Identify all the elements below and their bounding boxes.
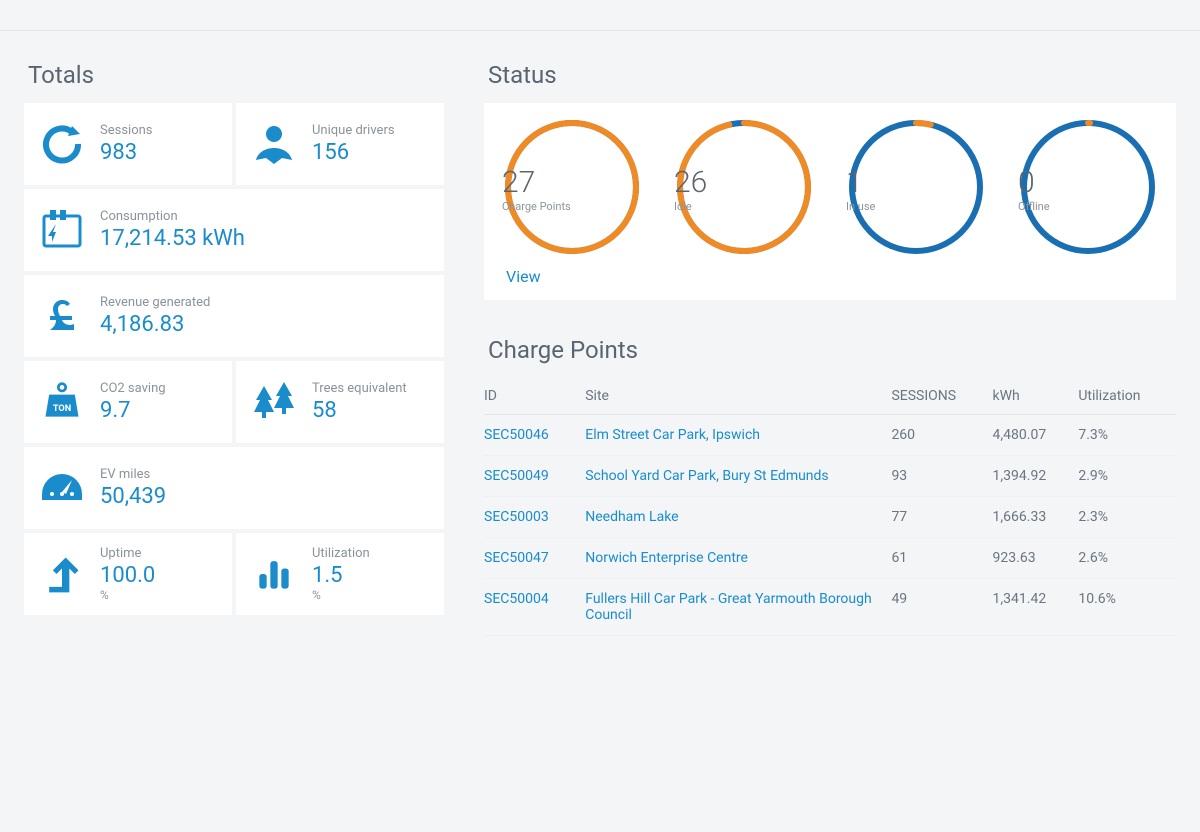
- utilization-card: Utilization 1.5 %: [236, 533, 444, 615]
- status-ring-value: 1: [846, 165, 986, 200]
- totals-grid: Sessions 983 Unique drivers 156 Cons: [24, 103, 444, 615]
- charge-point-sessions: 260: [891, 415, 992, 456]
- charge-point-sessions: 61: [891, 538, 992, 579]
- co2-card: TON CO2 saving 9.7: [24, 361, 232, 443]
- status-rings: 27 Charge Points 26 Idle 1 In use: [502, 117, 1158, 257]
- charge-point-sessions: 93: [891, 456, 992, 497]
- charge-point-kwh: 923.63: [993, 538, 1079, 579]
- table-column-header[interactable]: kWh: [993, 378, 1079, 415]
- uptime-card: Uptime 100.0 %: [24, 533, 232, 615]
- table-row: SEC50049 School Yard Car Park, Bury St E…: [484, 456, 1176, 497]
- table-row: SEC50004 Fullers Hill Car Park - Great Y…: [484, 579, 1176, 636]
- status-ring[interactable]: 1 In use: [846, 117, 986, 257]
- charge-point-util: 2.9%: [1078, 456, 1176, 497]
- uptime-value: 100.0: [100, 563, 155, 588]
- status-ring-value: 27: [502, 165, 642, 200]
- charge-point-kwh: 1,394.92: [993, 456, 1079, 497]
- charger-icon: [38, 206, 86, 254]
- trees-label: Trees equivalent: [312, 381, 407, 396]
- charge-point-id[interactable]: SEC50003: [484, 497, 585, 538]
- charge-point-site[interactable]: Elm Street Car Park, Ipswich: [585, 415, 891, 456]
- gauge-icon: [38, 464, 86, 512]
- status-ring[interactable]: 27 Charge Points: [502, 117, 642, 257]
- pound-icon: [38, 292, 86, 340]
- charge-points-table: IDSiteSESSIONSkWhUtilization SEC50046 El…: [484, 378, 1176, 636]
- charge-point-util: 7.3%: [1078, 415, 1176, 456]
- revenue-label: Revenue generated: [100, 295, 210, 310]
- table-column-header[interactable]: ID: [484, 378, 585, 415]
- co2-value: 9.7: [100, 398, 166, 423]
- revenue-value: 4,186.83: [100, 312, 210, 337]
- charge-point-util: 2.3%: [1078, 497, 1176, 538]
- charge-point-id[interactable]: SEC50049: [484, 456, 585, 497]
- utilization-label: Utilization: [312, 546, 370, 561]
- revenue-card: Revenue generated 4,186.83: [24, 275, 444, 357]
- driver-icon: [250, 120, 298, 168]
- status-ring-label: Idle: [674, 200, 814, 213]
- charge-point-id[interactable]: SEC50047: [484, 538, 585, 579]
- table-row: SEC50046 Elm Street Car Park, Ipswich 26…: [484, 415, 1176, 456]
- utilization-value: 1.5: [312, 563, 370, 588]
- ev-miles-label: EV miles: [100, 467, 166, 482]
- status-ring-label: In use: [846, 200, 986, 213]
- bar-chart-icon: [250, 550, 298, 598]
- weight-ton-icon: TON: [38, 378, 86, 426]
- charge-point-id[interactable]: SEC50046: [484, 415, 585, 456]
- ev-miles-card: EV miles 50,439: [24, 447, 444, 529]
- table-row: SEC50047 Norwich Enterprise Centre 61 92…: [484, 538, 1176, 579]
- arrow-up-icon: [38, 550, 86, 598]
- consumption-label: Consumption: [100, 209, 245, 224]
- table-column-header[interactable]: Site: [585, 378, 891, 415]
- status-ring-value: 0: [1018, 165, 1158, 200]
- status-ring[interactable]: 0 Offline: [1018, 117, 1158, 257]
- table-row: SEC50003 Needham Lake 77 1,666.33 2.3%: [484, 497, 1176, 538]
- trees-value: 58: [312, 398, 407, 423]
- charge-point-sessions: 49: [891, 579, 992, 636]
- table-header-row: IDSiteSESSIONSkWhUtilization: [484, 378, 1176, 415]
- totals-panel: Totals Sessions 983 Unique drivers 156: [24, 61, 444, 636]
- charge-points-heading: Charge Points: [488, 336, 1176, 364]
- charge-point-kwh: 4,480.07: [993, 415, 1079, 456]
- uptime-unit: %: [100, 588, 155, 602]
- ev-miles-value: 50,439: [100, 484, 166, 509]
- charge-point-sessions: 77: [891, 497, 992, 538]
- sessions-label: Sessions: [100, 123, 153, 138]
- unique-drivers-label: Unique drivers: [312, 123, 395, 138]
- trees-card: Trees equivalent 58: [236, 361, 444, 443]
- utilization-unit: %: [312, 588, 370, 602]
- charge-point-site[interactable]: Needham Lake: [585, 497, 891, 538]
- sessions-value: 983: [100, 140, 153, 165]
- unique-drivers-value: 156: [312, 140, 395, 165]
- svg-text:TON: TON: [53, 404, 71, 414]
- charge-point-id[interactable]: SEC50004: [484, 579, 585, 636]
- charge-point-site[interactable]: Fullers Hill Car Park - Great Yarmouth B…: [585, 579, 891, 636]
- consumption-card: Consumption 17,214.53 kWh: [24, 189, 444, 271]
- sessions-card: Sessions 983: [24, 103, 232, 185]
- charge-point-util: 10.6%: [1078, 579, 1176, 636]
- charge-point-kwh: 1,666.33: [993, 497, 1079, 538]
- status-ring-label: Offline: [1018, 200, 1158, 213]
- status-heading: Status: [488, 61, 1176, 89]
- status-ring-value: 26: [674, 165, 814, 200]
- co2-label: CO2 saving: [100, 381, 166, 396]
- refresh-icon: [38, 120, 86, 168]
- right-panel: Status 27 Charge Points 26 Idle: [484, 61, 1176, 636]
- dashboard: Totals Sessions 983 Unique drivers 156: [0, 30, 1200, 660]
- charge-point-site[interactable]: Norwich Enterprise Centre: [585, 538, 891, 579]
- charge-point-site[interactable]: School Yard Car Park, Bury St Edmunds: [585, 456, 891, 497]
- totals-heading: Totals: [28, 61, 444, 89]
- consumption-value: 17,214.53 kWh: [100, 226, 245, 251]
- charge-point-util: 2.6%: [1078, 538, 1176, 579]
- table-column-header[interactable]: SESSIONS: [891, 378, 992, 415]
- status-ring-label: Charge Points: [502, 200, 642, 213]
- trees-icon: [250, 378, 298, 426]
- status-card: 27 Charge Points 26 Idle 1 In use: [484, 103, 1176, 300]
- status-view-link[interactable]: View: [506, 267, 1158, 286]
- table-column-header[interactable]: Utilization: [1078, 378, 1176, 415]
- unique-drivers-card: Unique drivers 156: [236, 103, 444, 185]
- status-ring[interactable]: 26 Idle: [674, 117, 814, 257]
- charge-point-kwh: 1,341.42: [993, 579, 1079, 636]
- uptime-label: Uptime: [100, 546, 155, 561]
